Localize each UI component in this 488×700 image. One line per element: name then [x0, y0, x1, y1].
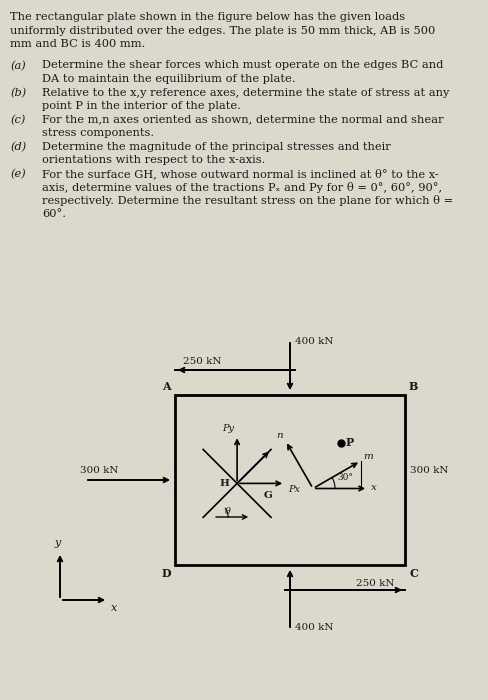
- Bar: [175, 395, 405, 565]
- Text: 250 kN: 250 kN: [183, 357, 222, 366]
- Text: 400 kN: 400 kN: [295, 337, 333, 346]
- Text: mm and BC is 400 mm.: mm and BC is 400 mm.: [10, 39, 145, 49]
- Text: D: D: [162, 568, 171, 579]
- Text: y: y: [55, 538, 61, 548]
- Text: (b): (b): [10, 88, 26, 98]
- Text: For the m,n axes oriented as shown, determine the normal and shear: For the m,n axes oriented as shown, dete…: [42, 115, 444, 125]
- Text: 30°: 30°: [337, 473, 353, 482]
- Text: uniformly distributed over the edges. The plate is 50 mm thick, AB is 500: uniformly distributed over the edges. Th…: [10, 25, 435, 36]
- Text: H: H: [219, 479, 229, 488]
- Text: B: B: [409, 381, 418, 392]
- Text: point P in the interior of the plate.: point P in the interior of the plate.: [42, 101, 241, 111]
- Text: DA to maintain the equilibrium of the plate.: DA to maintain the equilibrium of the pl…: [42, 74, 296, 84]
- Text: A: A: [163, 381, 171, 392]
- Text: stress components.: stress components.: [42, 128, 154, 138]
- Text: 300 kN: 300 kN: [80, 466, 119, 475]
- Text: 400 kN: 400 kN: [295, 623, 333, 632]
- Text: Determine the shear forces which must operate on the edges BC and: Determine the shear forces which must op…: [42, 60, 444, 71]
- Text: θ: θ: [225, 507, 231, 516]
- Text: x: x: [111, 603, 117, 613]
- Text: Determine the magnitude of the principal stresses and their: Determine the magnitude of the principal…: [42, 141, 391, 151]
- Text: (d): (d): [10, 141, 26, 152]
- Text: (a): (a): [10, 60, 26, 71]
- Text: x: x: [371, 484, 377, 493]
- Text: Px: Px: [288, 485, 300, 494]
- Text: For the surface GH, whose outward normal is inclined at θ° to the x-: For the surface GH, whose outward normal…: [42, 169, 439, 179]
- Text: n: n: [276, 431, 283, 440]
- Text: (c): (c): [10, 115, 25, 125]
- Text: (e): (e): [10, 169, 26, 178]
- Text: orientations with respect to the x-axis.: orientations with respect to the x-axis.: [42, 155, 265, 165]
- Text: G: G: [264, 491, 272, 500]
- Text: 300 kN: 300 kN: [410, 466, 448, 475]
- Text: C: C: [409, 568, 418, 579]
- Text: P: P: [346, 437, 354, 448]
- Text: The rectangular plate shown in the figure below has the given loads: The rectangular plate shown in the figur…: [10, 12, 405, 22]
- Text: 250 kN: 250 kN: [357, 579, 395, 588]
- Text: 60°.: 60°.: [42, 209, 66, 219]
- Text: Relative to the x,y reference axes, determine the state of stress at any: Relative to the x,y reference axes, dete…: [42, 88, 449, 97]
- Text: axis, determine values of the tractions Pₓ and Py for θ = 0°, 60°, 90°,: axis, determine values of the tractions …: [42, 182, 442, 193]
- Text: respectively. Determine the resultant stress on the plane for which θ =: respectively. Determine the resultant st…: [42, 195, 453, 206]
- Text: m: m: [364, 452, 373, 461]
- Text: Py: Py: [222, 424, 234, 433]
